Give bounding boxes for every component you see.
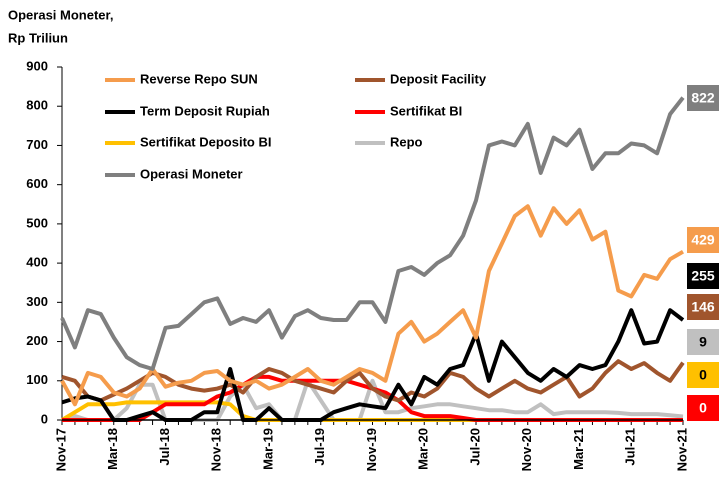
- legend-label: Repo: [390, 134, 423, 149]
- end-label: 822: [691, 90, 715, 106]
- end-label-box: [687, 294, 719, 320]
- y-tick-label: 0: [41, 411, 48, 426]
- x-tick-label: Nov-17: [53, 428, 68, 471]
- x-tick-label: Mar-21: [571, 428, 586, 470]
- series-line: [60, 96, 685, 371]
- legend-label: Term Deposit Rupiah: [140, 103, 270, 118]
- end-label-box: [687, 227, 719, 253]
- x-tick-label: Nov-19: [364, 428, 379, 471]
- x-tick-label: Mar-20: [416, 428, 431, 470]
- legend-label: Deposit Facility: [390, 71, 487, 86]
- end-label: 146: [691, 299, 715, 315]
- y-tick-label: 800: [26, 98, 48, 113]
- y-tick-label: 100: [26, 372, 48, 387]
- y-axis-label: Rp Triliun: [8, 30, 68, 45]
- legend-label: Sertifikat Deposito BI: [140, 134, 271, 149]
- x-tick-label: Jul-18: [157, 428, 172, 466]
- series-line: [60, 204, 685, 407]
- x-tick-label: Mar-18: [105, 428, 120, 470]
- x-tick-label: Mar-19: [260, 428, 275, 470]
- y-axis-label: Operasi Moneter,: [8, 7, 113, 22]
- legend-label: Operasi Moneter: [140, 166, 243, 181]
- x-tick-label: Jul-21: [623, 428, 638, 466]
- y-tick-label: 400: [26, 255, 48, 270]
- x-tick-label: Nov-18: [209, 428, 224, 471]
- y-tick-label: 700: [26, 137, 48, 152]
- x-tick-label: Jul-19: [312, 428, 327, 466]
- x-tick-label: Nov-21: [674, 428, 689, 471]
- end-label: 9: [699, 334, 707, 350]
- x-tick-label: Nov-20: [519, 428, 534, 471]
- end-label-box: [687, 85, 719, 111]
- y-tick-label: 300: [26, 294, 48, 309]
- end-label: 255: [691, 268, 715, 284]
- legend-label: Sertifikat BI: [390, 103, 462, 118]
- y-tick-label: 200: [26, 333, 48, 348]
- end-label-box: [687, 362, 719, 388]
- legend-label: Reverse Repo SUN: [140, 71, 258, 86]
- x-tick-label: Jul-20: [467, 428, 482, 466]
- end-label: 0: [699, 367, 707, 383]
- end-label: 429: [691, 232, 715, 248]
- end-label: 0: [699, 400, 707, 416]
- y-tick-label: 600: [26, 176, 48, 191]
- y-tick-label: 900: [26, 58, 48, 73]
- end-label-box: [687, 263, 719, 289]
- y-tick-label: 500: [26, 215, 48, 230]
- end-label-box: [687, 395, 719, 421]
- end-label-box: [687, 329, 719, 355]
- series-line: [61, 359, 685, 403]
